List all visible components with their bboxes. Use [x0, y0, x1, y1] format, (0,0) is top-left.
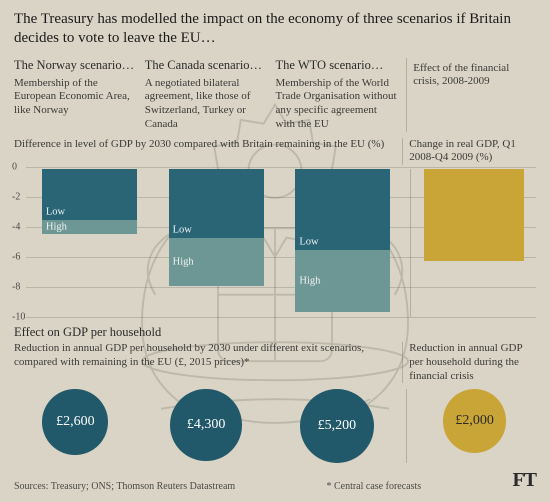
gridline	[26, 317, 536, 318]
col-desc: A negotiated bilateral agreement, like t…	[145, 77, 268, 132]
bubble: £2,000	[443, 389, 506, 452]
sources: Sources: Treasury; ONS; Thomson Reuters …	[14, 481, 235, 492]
y-tick-label: -2	[12, 192, 20, 203]
footer: Sources: Treasury; ONS; Thomson Reuters …	[14, 469, 536, 492]
chart-cell: LowHigh	[30, 169, 149, 317]
bar-label-low: Low	[42, 205, 69, 220]
bubble: £5,200	[300, 389, 374, 463]
y-tick-label: -6	[12, 252, 20, 263]
bar-single	[424, 169, 524, 261]
effect-heading: Effect on GDP per household	[14, 325, 536, 340]
bubble-cell: £5,200	[276, 389, 399, 463]
chart-cell	[410, 169, 536, 317]
chart-right-sub: Change in real GDP, Q1 2008-Q4 2009 (%)	[402, 138, 536, 166]
col-desc: Membership of the European Economic Area…	[14, 77, 137, 121]
footnote: * Central case forecasts	[326, 481, 421, 492]
y-tick-label: -10	[12, 312, 25, 323]
effect-right-sub: Reduction in annual GDP per household du…	[402, 342, 536, 383]
bar-label-low: Low	[169, 223, 196, 238]
y-tick-label: -4	[12, 222, 20, 233]
y-tick-label: 0	[12, 162, 17, 173]
effect-left-sub: Reduction in annual GDP per household by…	[14, 342, 394, 383]
chart-subheads: Difference in level of GDP by 2030 compa…	[14, 132, 536, 168]
bar-label-low: Low	[295, 235, 322, 250]
chart-cell: Low High	[157, 169, 276, 317]
col-head: The WTO scenario…	[276, 58, 399, 73]
content: The Treasury has modelled the impact on …	[0, 0, 550, 502]
chart-left-sub: Difference in level of GDP by 2030 compa…	[14, 138, 394, 166]
col-crisis: Effect of the financial crisis, 2008-200…	[406, 58, 536, 132]
col-norway: The Norway scenario… Membership of the E…	[14, 58, 137, 132]
gridline	[26, 167, 536, 168]
ft-logo: FT	[512, 469, 536, 492]
col-head: The Canada scenario…	[145, 58, 268, 73]
chart-title: The Treasury has modelled the impact on …	[14, 10, 536, 48]
bubble: £4,300	[170, 389, 241, 460]
bar-label-high: High	[295, 273, 324, 288]
col-wto: The WTO scenario… Membership of the Worl…	[276, 58, 399, 132]
bubble-cell: £4,300	[145, 389, 268, 463]
bubble-cell: £2,000	[406, 389, 536, 463]
bubble: £2,600	[42, 389, 108, 455]
bar-chart: 0-2-4-6-8-10LowHighLowHighLowHigh	[14, 167, 536, 317]
scenario-headers: The Norway scenario… Membership of the E…	[14, 58, 536, 132]
y-tick-label: -8	[12, 282, 20, 293]
bar-label-high: High	[42, 219, 71, 234]
effect-subheads: Reduction in annual GDP per household by…	[14, 340, 536, 383]
bar-label-high: High	[169, 255, 198, 270]
col-desc: Membership of the World Trade Organisati…	[276, 77, 399, 132]
bubble-cell: £2,600	[14, 389, 137, 463]
bubble-row: £2,600 £4,300 £5,200 £2,000	[14, 389, 536, 463]
col-desc: Effect of the financial crisis, 2008-200…	[413, 62, 536, 106]
col-canada: The Canada scenario… A negotiated bilate…	[145, 58, 268, 132]
chart-cell: Low High	[284, 169, 403, 317]
col-head: The Norway scenario…	[14, 58, 137, 73]
